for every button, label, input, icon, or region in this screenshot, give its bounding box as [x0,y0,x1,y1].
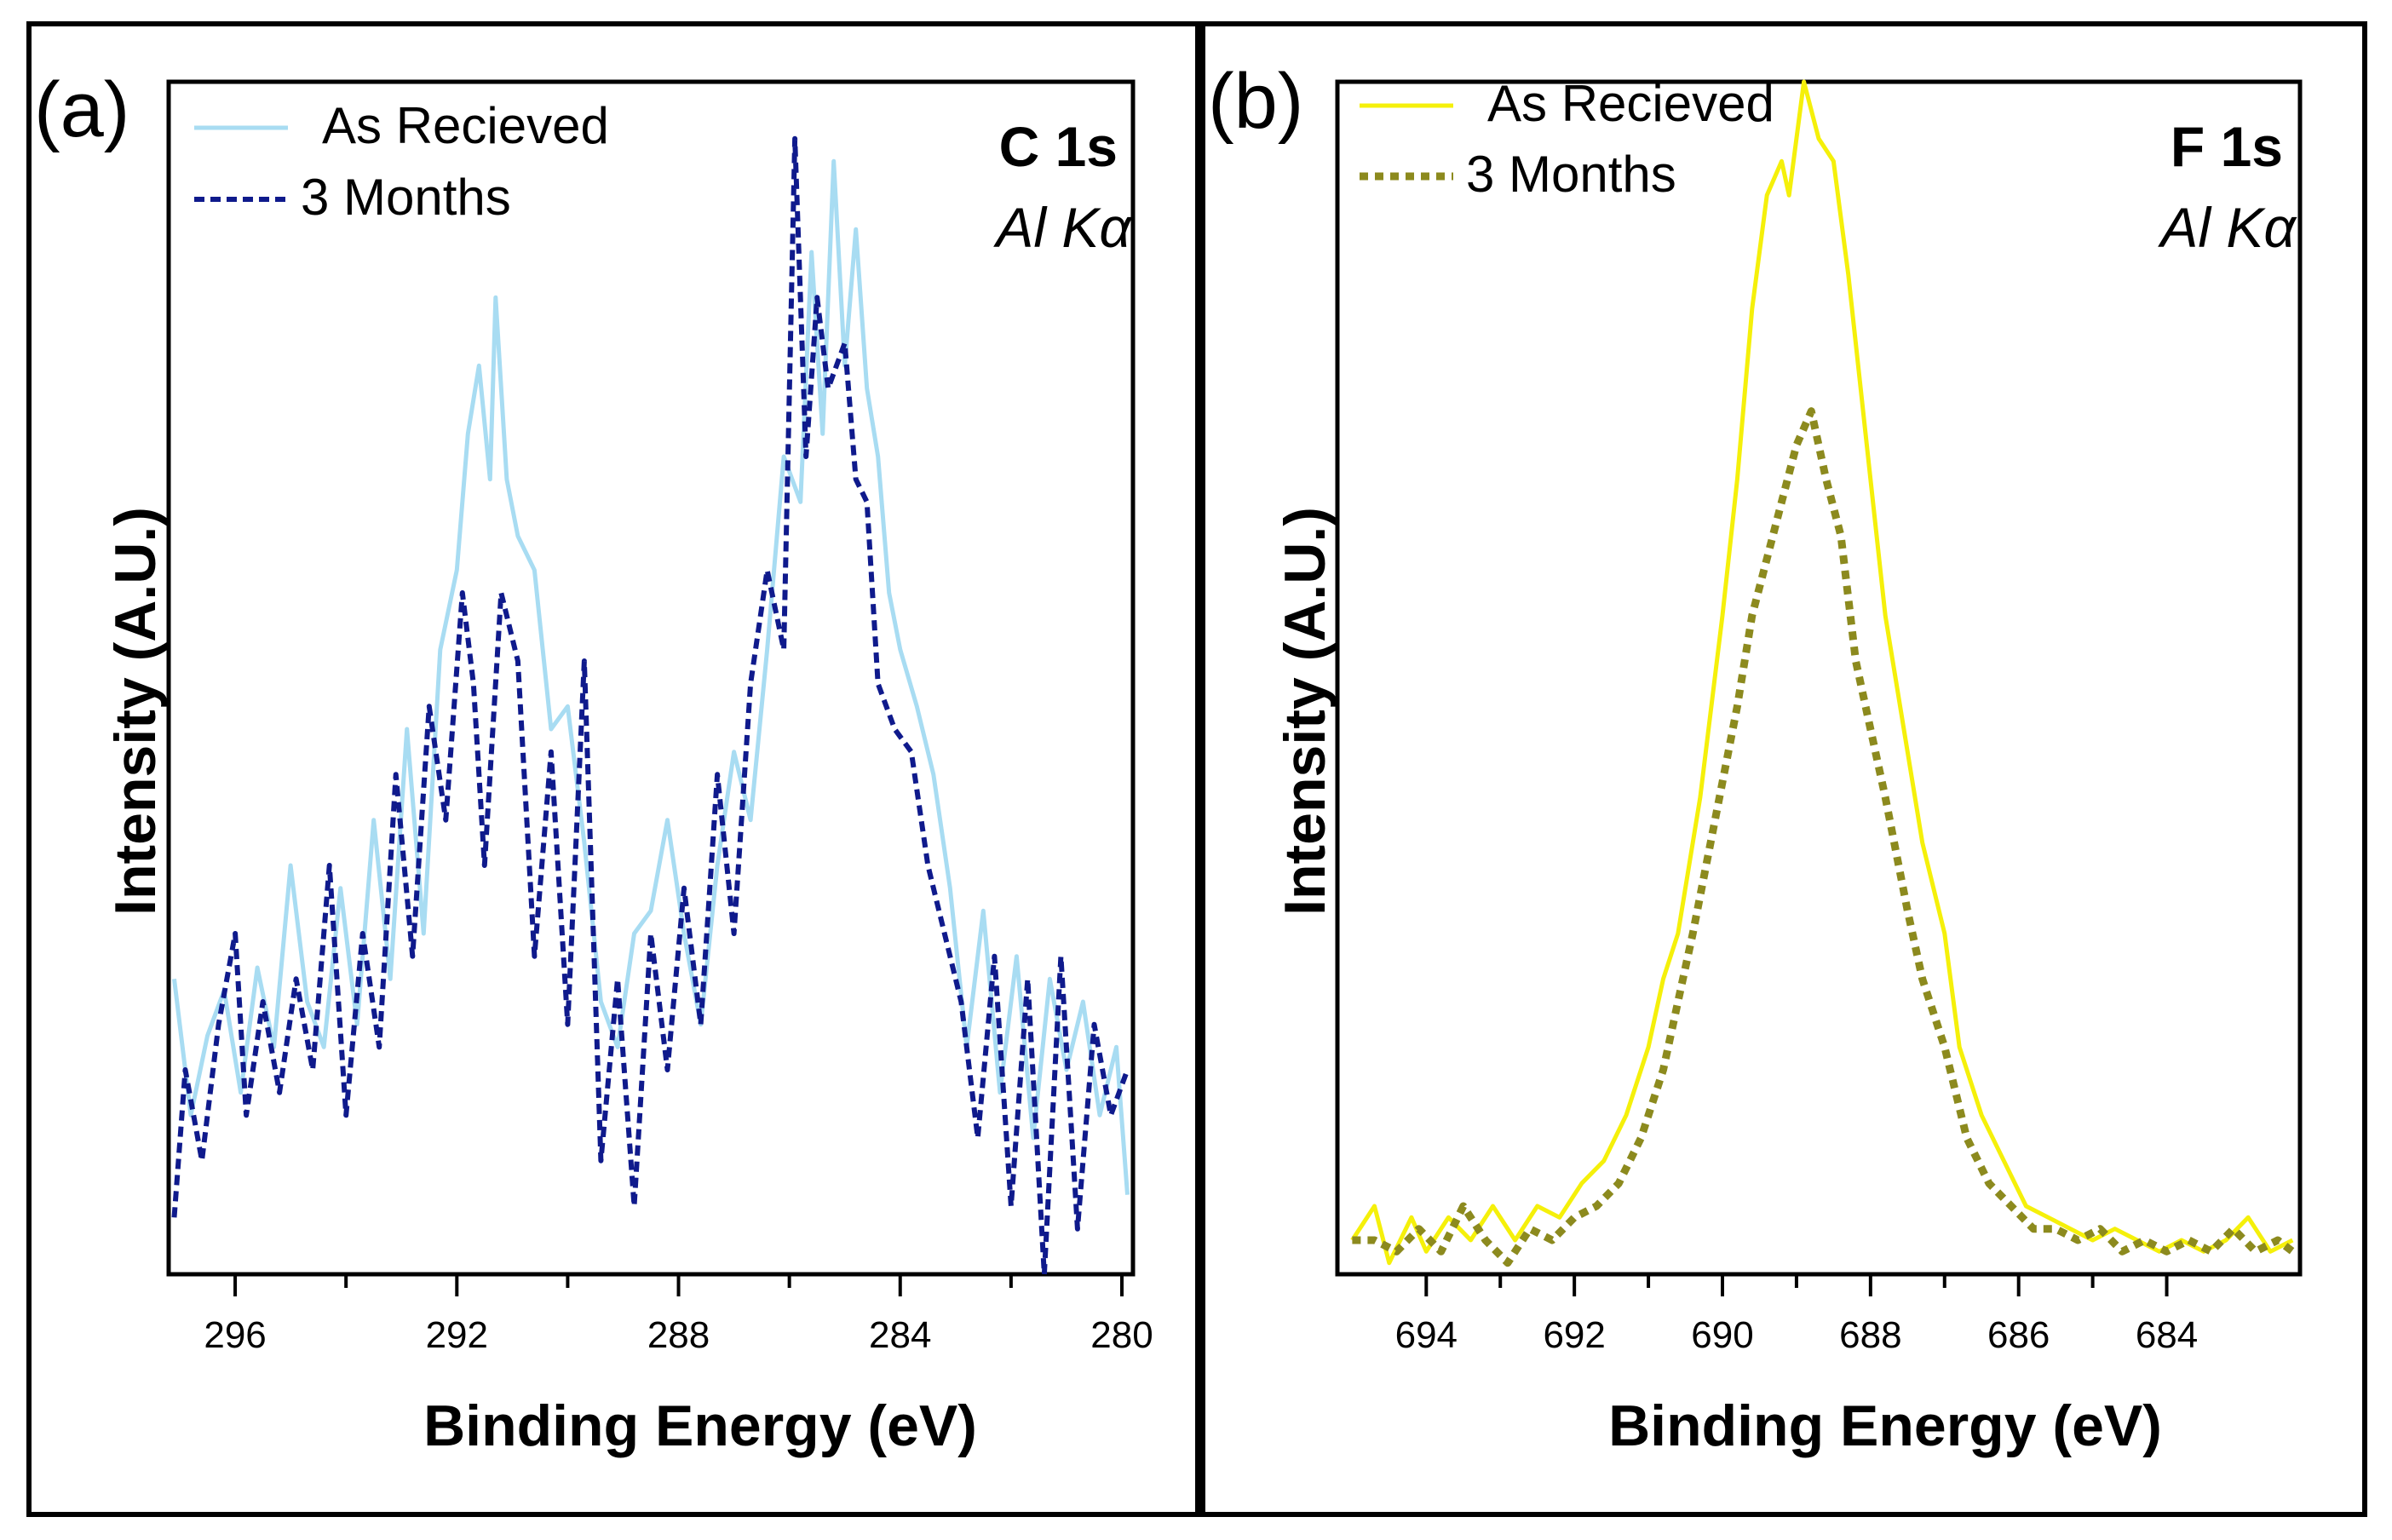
panel-b-ylabel: Intensity (A.U.) [1273,507,1337,916]
panel-b-xtick-label: 688 [1839,1314,1901,1356]
panel-a-legend-label: 3 Months [301,169,511,226]
panel-b-annotation-source: Al Kα [2157,196,2297,259]
panel-a-xtick-label: 292 [426,1314,488,1356]
panel-a-plot-area [166,79,1136,1277]
panel-a-legend-label: As Recieved [322,97,609,154]
panel-b: (b) Intensity (A.U.) Binding Energy (eV)… [1208,58,2303,1458]
panel-b-xtick-label: 684 [2136,1314,2198,1356]
panel-b-xlabel: Binding Energy (eV) [1608,1393,2162,1458]
panel-a-series-as-recieved-line [172,158,1130,1195]
panel-b-xtick-label: 686 [1987,1314,2050,1356]
panel-b-series-3-months-line [1352,407,2296,1267]
panel-a-series-3-months-line [171,135,1130,1277]
panel-a-annotation-source: Al Kα [992,196,1133,259]
panel-a-annotation-line: C 1s [999,115,1118,178]
panel-b-legend-label: As Recieved [1487,75,1774,132]
panel-b-xtick-label: 692 [1543,1314,1605,1356]
panel-a-xtick-label: 288 [647,1314,710,1356]
panel-a-frame [26,21,1200,1517]
panel-b-series-as-recieved-line [1350,79,2294,1266]
panel-a-xtick-label: 296 [204,1314,266,1356]
panel-b-frame [1200,21,2367,1517]
panel-a-xtick-label: 280 [1090,1314,1153,1356]
panel-a-xtick-label: 284 [869,1314,931,1356]
panel-b-letter: (b) [1208,58,1303,145]
panel-a-ylabel: Intensity (A.U.) [103,507,168,916]
panel-a: (a) Intensity (A.U.) Binding Energy (eV)… [34,66,1153,1458]
panel-a-xlabel: Binding Energy (eV) [423,1393,977,1458]
panel-b-legend-label: 3 Months [1466,146,1676,203]
panel-b-xtick-label: 690 [1691,1314,1753,1356]
panel-b-plot-area [1335,79,2303,1277]
panel-a-letter: (a) [34,66,129,153]
panel-b-annotation-line: F 1s [2171,115,2283,178]
panel-b-xtick-label: 694 [1395,1314,1458,1356]
